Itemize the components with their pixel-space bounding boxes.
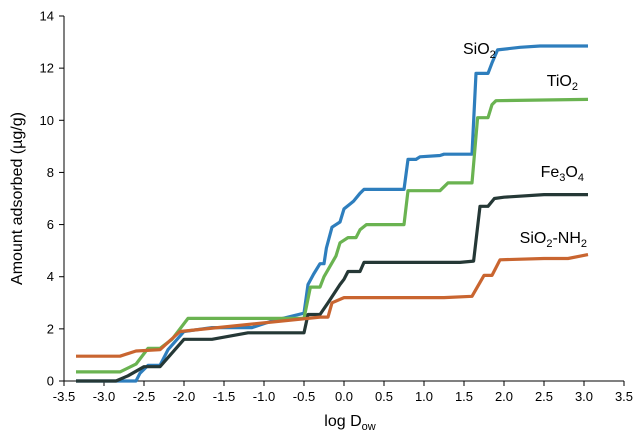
series-line-sio2 bbox=[76, 44, 588, 383]
x-axis-title-main: log D bbox=[324, 413, 361, 430]
x-tick-label: 3.5 bbox=[615, 389, 633, 404]
x-tick-label: 1.5 bbox=[455, 389, 473, 404]
y-tick-label: 0 bbox=[47, 374, 54, 389]
x-tick-label: 2.0 bbox=[495, 389, 513, 404]
series-labels: SiO2 TiO2 Fe3O4 SiO2-NH2 bbox=[463, 41, 587, 250]
y-tick-label: 12 bbox=[40, 61, 54, 76]
y-ticks: 0 2 4 6 8 10 12 14 bbox=[40, 9, 64, 389]
y-tick-label: 10 bbox=[40, 113, 54, 128]
series-line-sio2-nh2 bbox=[76, 253, 589, 358]
series-layer bbox=[76, 44, 589, 383]
x-tick-label: -3.5 bbox=[53, 389, 75, 404]
y-axis-title: Amount adsorbed (µg/g) bbox=[9, 112, 26, 285]
x-axis-title: log Dow bbox=[324, 413, 375, 433]
y-tick-label: 8 bbox=[47, 165, 54, 180]
series-label-sio2-nh2: SiO2-NH2 bbox=[520, 230, 587, 250]
x-tick-label: 3.0 bbox=[575, 389, 593, 404]
x-tick-label: -0.5 bbox=[293, 389, 315, 404]
x-tick-label: 2.5 bbox=[535, 389, 553, 404]
plot-frame bbox=[63, 16, 624, 382]
x-tick-label: -2.0 bbox=[173, 389, 195, 404]
x-ticks: -3.5 -3.0 -2.5 -2.0 -1.5 -1.0 -0.5 0.0 0.5 1.0 1.5… bbox=[53, 381, 633, 404]
x-axis-title-sub: ow bbox=[362, 421, 376, 433]
y-tick-label: 2 bbox=[47, 321, 54, 336]
series-line-fe3o4 bbox=[76, 193, 588, 383]
x-tick-label: 1.0 bbox=[415, 389, 433, 404]
y-tick-label: 4 bbox=[47, 269, 54, 284]
x-tick-label: -1.0 bbox=[253, 389, 275, 404]
x-tick-label: -1.5 bbox=[213, 389, 235, 404]
x-tick-label: -3.0 bbox=[93, 389, 115, 404]
series-label-sio2: SiO2 bbox=[463, 41, 496, 61]
series-line-tio2 bbox=[76, 97, 589, 374]
x-tick-label: 0.0 bbox=[335, 389, 353, 404]
y-tick-label: 14 bbox=[40, 9, 54, 24]
series-label-tio2: TiO2 bbox=[547, 73, 578, 93]
x-tick-label: -2.5 bbox=[133, 389, 155, 404]
series-label-fe3o4: Fe3O4 bbox=[541, 164, 584, 184]
x-tick-label: 0.5 bbox=[375, 389, 393, 404]
y-tick-label: 6 bbox=[47, 217, 54, 232]
